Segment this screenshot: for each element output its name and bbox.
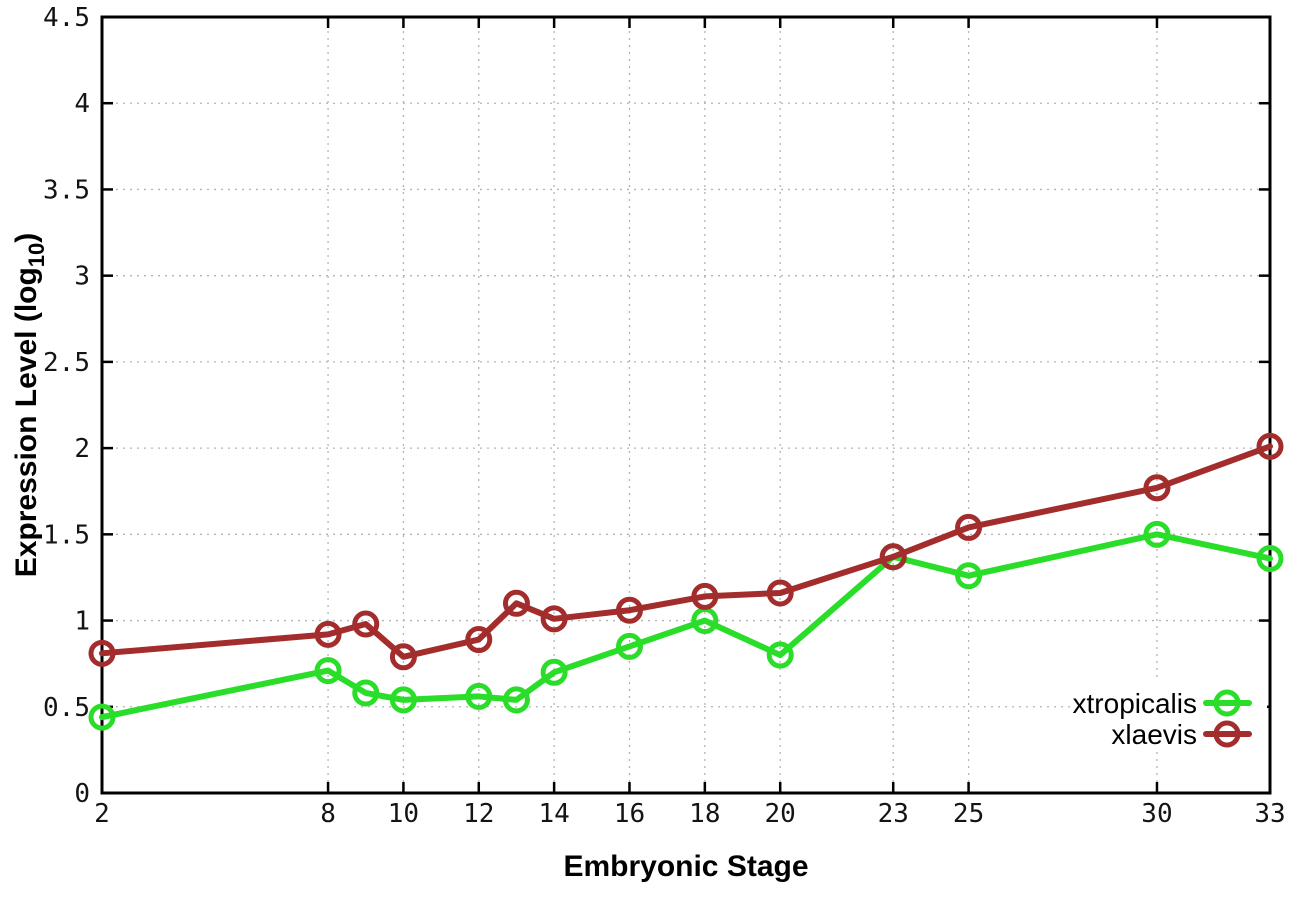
y-tick-label: 4	[74, 89, 90, 119]
marker-xlaevis	[879, 543, 907, 571]
marker-xtropicalis	[955, 562, 983, 590]
marker-xlaevis	[352, 610, 380, 638]
marker-xlaevis	[465, 626, 493, 654]
marker-xtropicalis	[1256, 544, 1284, 572]
marker-xlaevis	[502, 589, 530, 617]
x-tick-label: 16	[614, 799, 645, 829]
marker-xtropicalis	[465, 682, 493, 710]
marker-xlaevis	[540, 605, 568, 633]
x-tick-label: 18	[689, 799, 720, 829]
marker-xtropicalis	[352, 679, 380, 707]
marker-xlaevis	[615, 596, 643, 624]
marker-xtropicalis	[389, 686, 417, 714]
marker-xtropicalis	[540, 658, 568, 686]
y-axis-title: Expression Level (log10)	[10, 233, 49, 578]
x-axis-title: Embryonic Stage	[563, 850, 808, 883]
legend-label-xtropicalis: xtropicalis	[1073, 688, 1197, 719]
legend-label-xlaevis: xlaevis	[1111, 719, 1197, 750]
marker-xlaevis	[691, 582, 719, 610]
y-tick-label: 1	[74, 607, 90, 637]
y-tick-label: 0	[74, 779, 90, 809]
marker-xlaevis	[389, 643, 417, 671]
x-tick-label: 10	[388, 799, 419, 829]
y-tick-label: 3.5	[43, 175, 90, 205]
y-tick-label: 0.5	[43, 693, 90, 723]
x-tick-label: 33	[1254, 799, 1285, 829]
marker-xtropicalis	[502, 686, 530, 714]
marker-xtropicalis	[766, 641, 794, 669]
legend-sample-marker-xlaevis	[1213, 720, 1241, 748]
marker-xlaevis	[955, 513, 983, 541]
marker-xlaevis	[766, 579, 794, 607]
marker-xtropicalis	[615, 632, 643, 660]
y-tick-label: 1.5	[43, 520, 90, 550]
x-tick-label: 30	[1141, 799, 1172, 829]
plot-area: 0 0.5 1 1.5 2 2.5 3 3.5 4 4.5 2 8 10 12 14 16 18 20 23 25 30…	[43, 3, 1286, 829]
marker-xlaevis	[1256, 432, 1284, 460]
marker-xtropicalis	[1143, 520, 1171, 548]
x-tick-label: 14	[538, 799, 569, 829]
marker-xlaevis	[88, 639, 116, 667]
x-tick-label: 23	[878, 799, 909, 829]
y-tick-label: 4.5	[43, 3, 90, 33]
marker-xlaevis	[1143, 474, 1171, 502]
plot-border	[100, 15, 1272, 795]
legend-sample-marker-xtropicalis	[1213, 689, 1241, 717]
x-tick-label: 25	[953, 799, 984, 829]
x-tick-label: 12	[463, 799, 494, 829]
marker-xtropicalis	[314, 657, 342, 685]
x-tick-label: 8	[320, 799, 336, 829]
y-tick-label: 2	[74, 434, 90, 464]
y-tick-label: 3	[74, 262, 90, 292]
y-tick-label: 2.5	[43, 348, 90, 378]
x-tick-label: 20	[765, 799, 796, 829]
marker-xlaevis	[314, 620, 342, 648]
x-tick-label: 2	[94, 799, 110, 829]
marker-xtropicalis	[88, 703, 116, 731]
